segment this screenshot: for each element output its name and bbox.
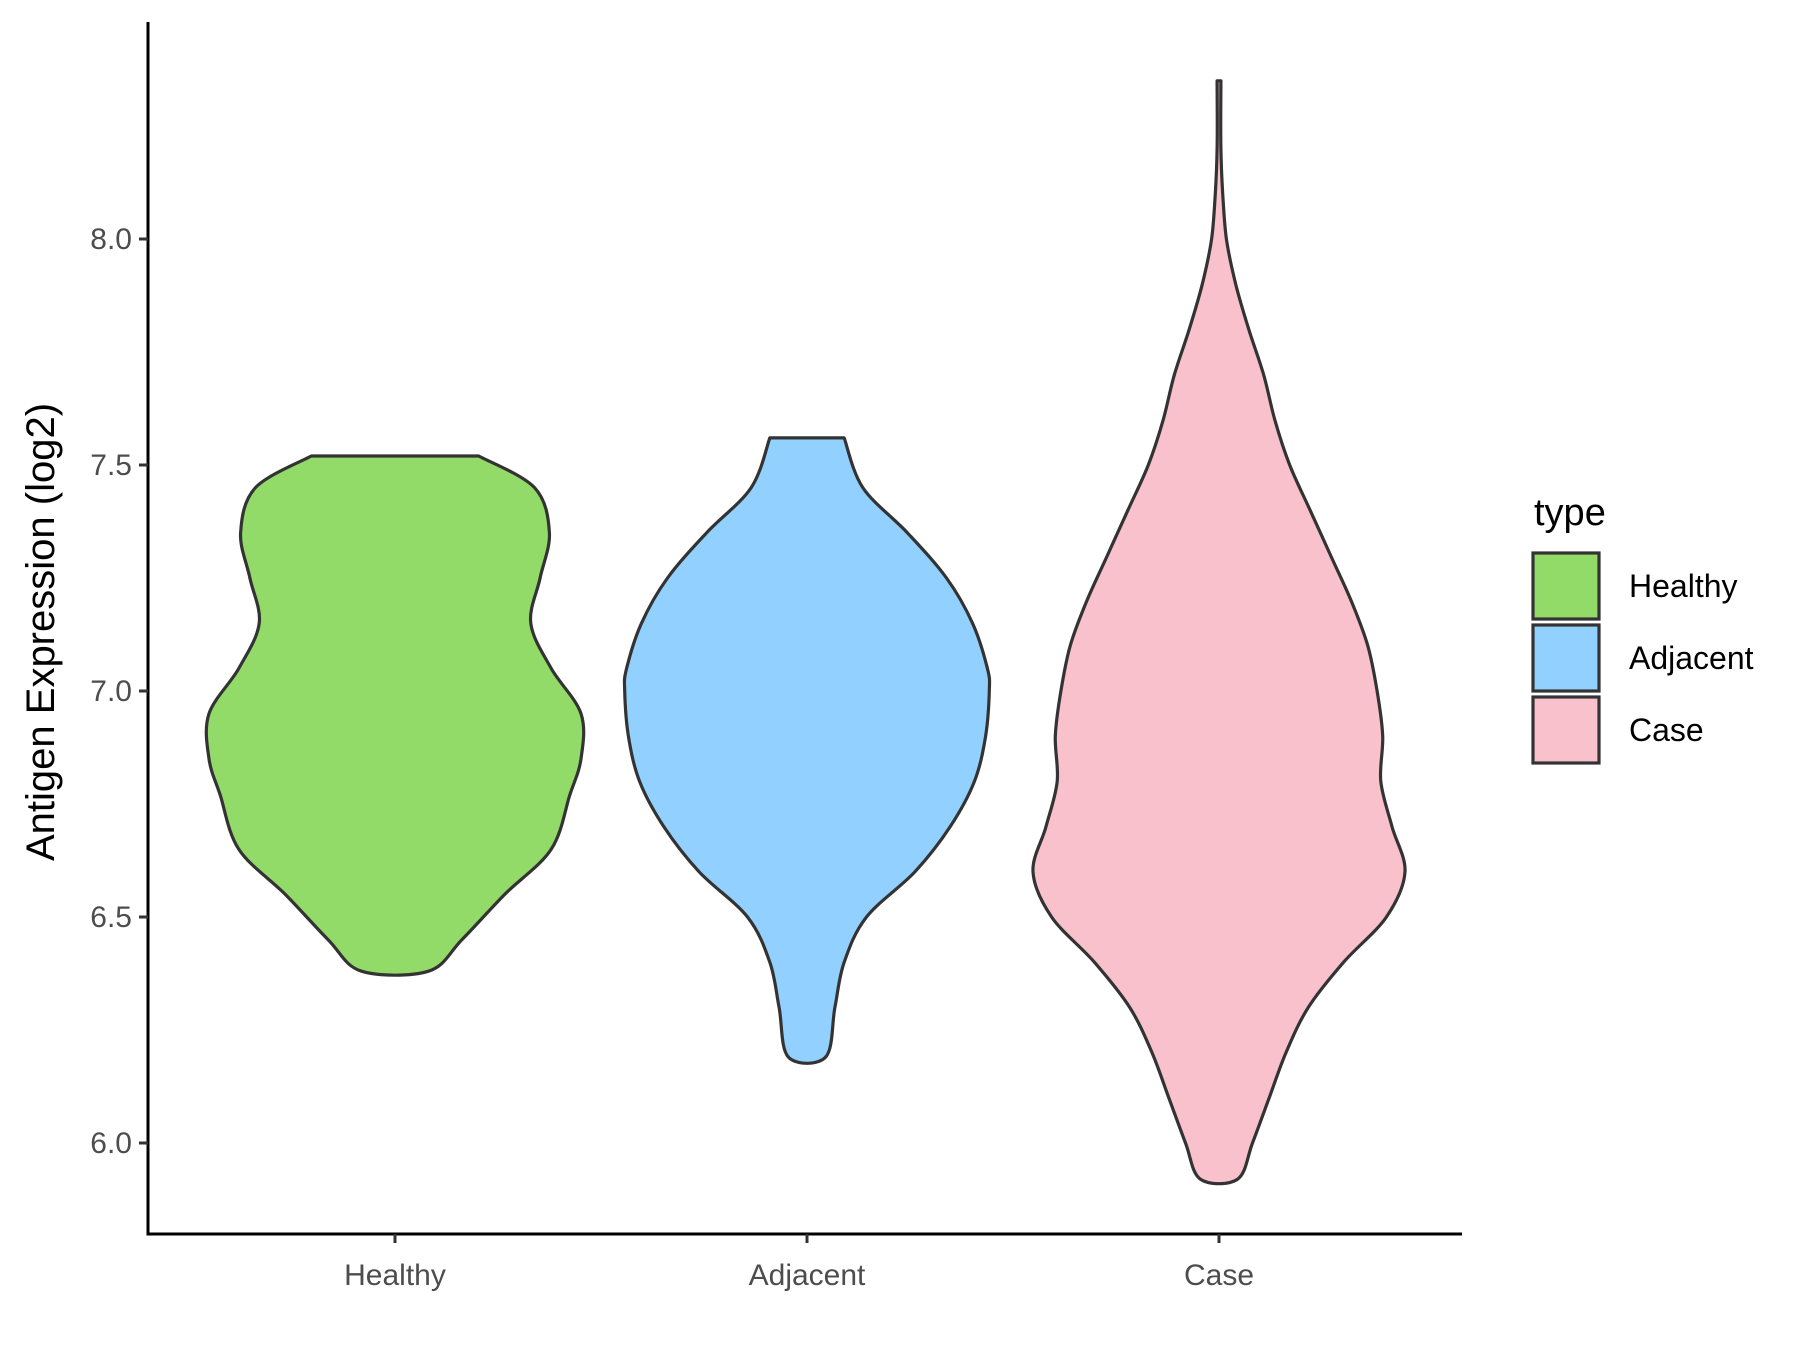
y-axis-title: Antigen Expression (log2): [19, 403, 63, 861]
legend-title: type: [1534, 492, 1606, 534]
legend-label-case: Case: [1629, 712, 1704, 748]
violin-layer: [204, 79, 1407, 1186]
violin-adjacent: [622, 436, 992, 1065]
legend: type Healthy Adjacent Case: [1531, 492, 1754, 765]
legend-key-case: [1531, 695, 1601, 765]
y-tick-label: 7.0: [90, 675, 132, 708]
y-tick-label: 6.5: [90, 901, 132, 934]
x-tick-label: Healthy: [344, 1259, 446, 1292]
legend-key-adjacent: [1531, 623, 1601, 693]
y-tick-label: 7.5: [90, 449, 132, 482]
y-axis-ticks: 6.0 6.5 7.0 7.5 8.0: [90, 223, 148, 1160]
x-tick-label: Adjacent: [749, 1259, 866, 1292]
x-axis-ticks: Healthy Adjacent Case: [344, 1234, 1254, 1292]
x-tick-label: Case: [1184, 1259, 1254, 1292]
violin-healthy: [204, 454, 586, 977]
legend-label-adjacent: Adjacent: [1629, 640, 1754, 676]
y-tick-label: 8.0: [90, 223, 132, 256]
violin-case: [1031, 79, 1407, 1186]
y-tick-label: 6.0: [90, 1127, 132, 1160]
legend-key-healthy: [1531, 551, 1601, 621]
axes-frame: [146, 22, 1462, 1236]
legend-label-healthy: Healthy: [1629, 568, 1738, 604]
